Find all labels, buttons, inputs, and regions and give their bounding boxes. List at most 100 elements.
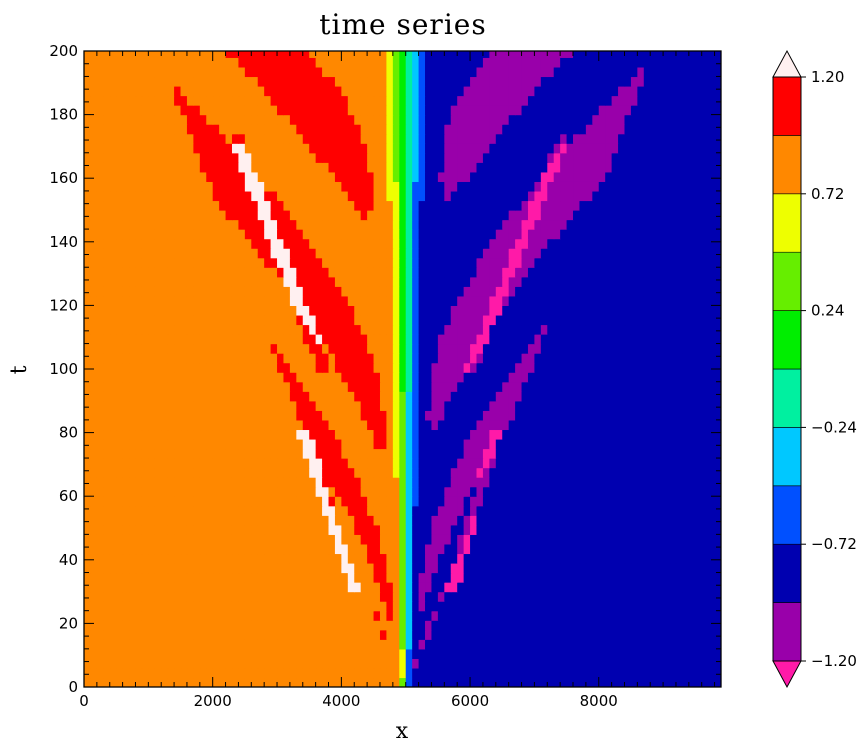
heatmap-cell (701, 629, 709, 640)
heatmap-cell (212, 343, 220, 354)
heatmap-cell (141, 448, 149, 459)
heatmap-cell (534, 620, 542, 631)
heatmap-cell (334, 372, 342, 383)
heatmap-cell (495, 400, 503, 411)
heatmap-cell (598, 629, 606, 640)
heatmap-cell (354, 238, 362, 249)
heatmap-cell (444, 362, 452, 373)
heatmap-cell (322, 477, 330, 488)
heatmap-cell (650, 229, 658, 240)
heatmap-cell (116, 629, 124, 640)
heatmap-cell (116, 219, 124, 230)
heatmap-cell (425, 210, 433, 221)
heatmap-cell (116, 582, 124, 593)
heatmap-cell (553, 448, 561, 459)
heatmap-cell (444, 667, 452, 679)
heatmap-cell (405, 248, 413, 259)
heatmap-cell (682, 343, 690, 354)
heatmap-cell (84, 200, 92, 211)
heatmap-cell (225, 200, 233, 211)
heatmap-cell (347, 486, 355, 497)
heatmap-cell (521, 524, 529, 535)
heatmap-cell (193, 477, 201, 488)
heatmap-cell (238, 667, 246, 679)
heatmap-cell (547, 314, 555, 326)
heatmap-cell (624, 210, 632, 221)
heatmap-cell (399, 496, 407, 507)
heatmap-cell (122, 601, 130, 612)
heatmap-cell (135, 515, 143, 526)
heatmap-cell (360, 629, 368, 640)
heatmap-cell (373, 572, 381, 583)
heatmap-cell (225, 467, 233, 478)
heatmap-cell (322, 219, 330, 230)
heatmap-cell (161, 429, 169, 440)
heatmap-cell (109, 257, 117, 268)
heatmap-cell (379, 381, 388, 392)
heatmap-cell (508, 629, 516, 640)
heatmap-cell (425, 562, 433, 574)
heatmap-cell (367, 591, 375, 602)
heatmap-cell (425, 257, 433, 268)
heatmap-cell (386, 210, 394, 221)
heatmap-cell (379, 257, 388, 268)
heatmap-cell (618, 353, 626, 364)
heatmap-cell (96, 639, 104, 650)
heatmap-cell (84, 591, 92, 602)
heatmap-cell (360, 534, 368, 545)
heatmap-cell (257, 400, 265, 411)
heatmap-cell (547, 496, 555, 507)
heatmap-cell (135, 248, 143, 259)
heatmap-cell (315, 658, 323, 669)
heatmap-cell (212, 524, 220, 535)
heatmap-cell (379, 515, 388, 526)
heatmap-cell (675, 295, 683, 306)
heatmap-cell (566, 314, 574, 326)
heatmap-cell (425, 362, 433, 373)
heatmap-cell (425, 229, 433, 240)
heatmap-cell (592, 620, 600, 631)
heatmap-cell (322, 562, 330, 574)
heatmap-cell (219, 582, 227, 593)
heatmap-cell (669, 505, 677, 516)
heatmap-cell (566, 601, 574, 612)
heatmap-cell (167, 582, 175, 593)
heatmap-cell (605, 515, 613, 526)
heatmap-cell (199, 677, 207, 687)
heatmap-cell (174, 314, 182, 326)
heatmap-cell (598, 477, 606, 488)
heatmap-cell (534, 486, 542, 497)
heatmap-cell (714, 543, 721, 555)
heatmap-cell (573, 458, 581, 469)
heatmap-cell (656, 658, 664, 669)
heatmap-cell (84, 448, 92, 459)
heatmap-cell (663, 477, 671, 488)
heatmap-cell (482, 400, 490, 411)
heatmap-cell (585, 305, 593, 316)
heatmap-cell (592, 314, 600, 326)
heatmap-cell (489, 353, 497, 364)
heatmap-cell (425, 419, 433, 431)
heatmap-cell (334, 448, 342, 459)
heatmap-cell (566, 229, 574, 240)
heatmap-cell (277, 400, 285, 411)
heatmap-cell (116, 324, 124, 335)
heatmap-cell (515, 238, 523, 249)
heatmap-cell (141, 486, 149, 497)
heatmap-cell (392, 553, 400, 564)
heatmap-cell (379, 238, 388, 249)
heatmap-cell (193, 219, 201, 230)
heatmap-cell (116, 667, 124, 679)
heatmap-cell (675, 343, 683, 354)
heatmap-cell (367, 658, 375, 669)
heatmap-cell (630, 677, 638, 687)
heatmap-cell (225, 553, 233, 564)
heatmap-cell (264, 582, 272, 593)
heatmap-cell (264, 334, 272, 345)
heatmap-cell (457, 553, 465, 564)
heatmap-cell (399, 391, 407, 402)
heatmap-cell (566, 219, 574, 230)
heatmap-cell (598, 639, 606, 650)
heatmap-cell (360, 515, 368, 526)
heatmap-cell (592, 429, 600, 440)
